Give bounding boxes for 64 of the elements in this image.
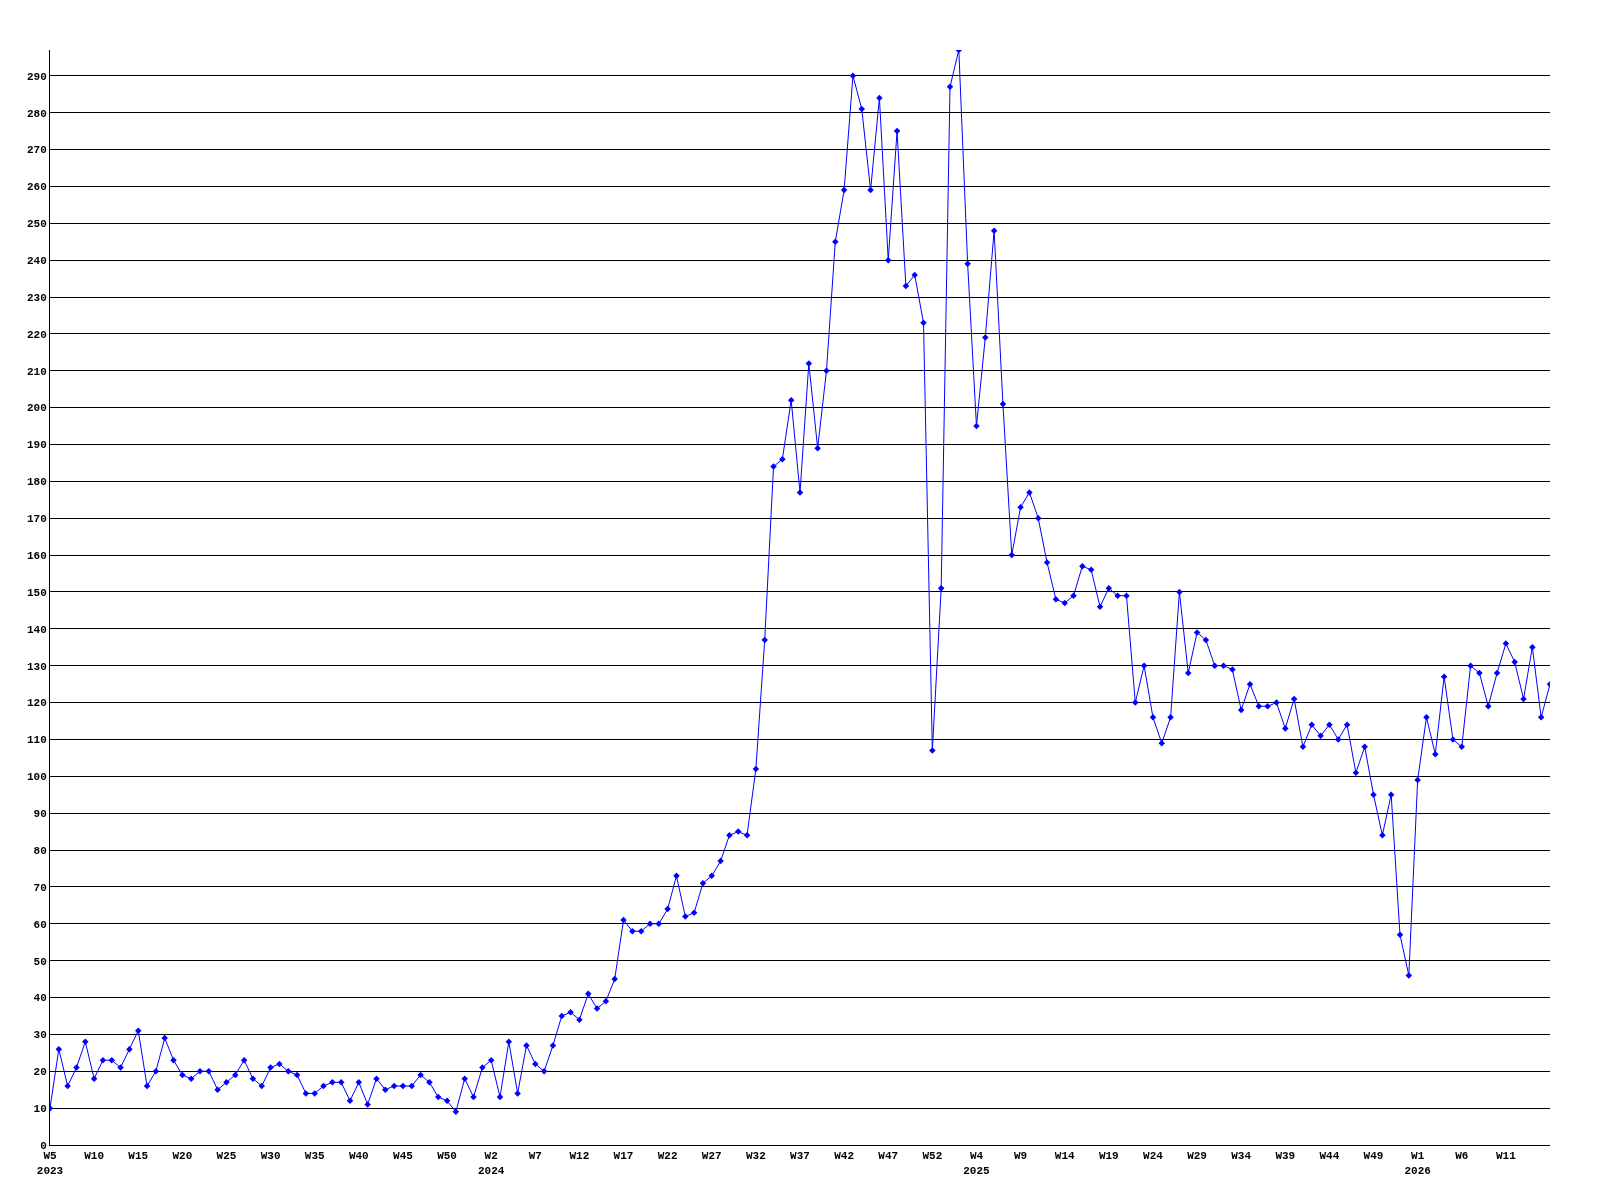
x-tick-label: W37 (790, 1150, 810, 1163)
x-tick-label: W6 (1455, 1150, 1469, 1163)
y-tick-label: 230 (26, 291, 47, 304)
x-tick-label: W40 (348, 1150, 369, 1163)
y-tick-label: 220 (26, 328, 47, 341)
y-tick-label: 80 (33, 844, 47, 857)
x-tick-label: W32 (745, 1150, 766, 1163)
y-tick-label: 90 (33, 808, 47, 821)
x-tick-label: W2 2024 (477, 1150, 505, 1177)
x-tick-label: W1 2026 (1404, 1150, 1431, 1177)
y-tick-label: 0 (40, 1139, 47, 1152)
y-tick-label: 210 (26, 365, 47, 378)
y-tick-label: 110 (26, 734, 47, 747)
y-tick-label: 10 (33, 1102, 47, 1115)
x-tick-label: W35 (304, 1150, 326, 1163)
y-tick-label: 150 (26, 586, 47, 599)
x-tick-label: W4 2025 (963, 1150, 991, 1177)
x-tick-label: W25 (216, 1150, 237, 1163)
x-tick-label: W42 (834, 1150, 855, 1163)
y-tick-label: 20 (33, 1066, 47, 1079)
x-tick-label: W27 (701, 1150, 722, 1163)
x-tick-label: W49 (1363, 1150, 1384, 1163)
y-tick-label: 160 (26, 549, 47, 562)
y-tick-label: 130 (26, 660, 47, 673)
y-tick-label: 260 (26, 181, 47, 194)
x-tick-label: W34 (1231, 1150, 1252, 1163)
x-tick-label: W50 (437, 1150, 457, 1163)
y-tick-label: 40 (33, 992, 47, 1005)
x-tick-label: W10 (84, 1150, 105, 1163)
y-tick-label: 250 (26, 218, 47, 231)
x-tick-label: W5 2023 (36, 1150, 64, 1177)
y-tick-label: 50 (33, 955, 47, 968)
x-tick-label: W24 (1143, 1150, 1164, 1163)
x-tick-label: W12 (569, 1150, 590, 1163)
y-tick-label: 70 (33, 881, 47, 894)
y-tick-label: 240 (26, 255, 47, 267)
x-tick-label: W17 (613, 1150, 634, 1163)
y-tick-label: 60 (33, 918, 47, 931)
x-tick-label: W22 (657, 1150, 678, 1163)
x-tick-label: W39 (1275, 1150, 1296, 1163)
x-tick-label: W7 (528, 1150, 542, 1163)
x-tick-label: W45 (393, 1150, 414, 1163)
y-tick-label: 200 (26, 402, 47, 415)
x-tick-label: W9 (1013, 1150, 1028, 1163)
x-tick-label: W20 (172, 1150, 193, 1163)
y-tick-label: 140 (26, 623, 47, 636)
y-tick-label: 170 (26, 513, 47, 526)
y-tick-label: 180 (26, 476, 47, 489)
x-tick-label: W11 (1495, 1150, 1517, 1163)
x-tick-label: W52 (922, 1150, 943, 1163)
y-tick-label: 100 (26, 771, 47, 784)
x-tick-label: W30 (260, 1150, 281, 1163)
x-tick-label: W19 (1098, 1150, 1119, 1163)
x-tick-label: W47 (878, 1150, 899, 1163)
y-tick-label: 30 (33, 1029, 47, 1042)
x-tick-label: W15 (128, 1150, 149, 1163)
x-tick-label: W29 (1187, 1150, 1207, 1163)
y-tick-label: 290 (26, 70, 47, 83)
y-tick-label: 280 (26, 107, 47, 120)
y-tick-label: 120 (26, 697, 47, 710)
y-tick-label: 190 (26, 439, 47, 452)
x-tick-label: W44 (1319, 1150, 1340, 1163)
x-tick-label: W14 (1054, 1150, 1076, 1163)
y-tick-label: 270 (26, 144, 47, 157)
